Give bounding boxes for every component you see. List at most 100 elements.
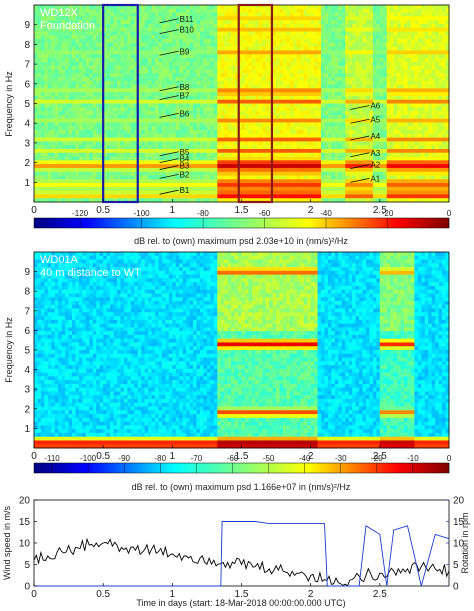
spectrogram-cell xyxy=(54,190,59,195)
spectrogram-cell xyxy=(61,73,66,78)
spectrogram-cell xyxy=(165,133,170,138)
spectrogram-cell xyxy=(341,111,346,116)
spectrogram-cell xyxy=(148,12,152,17)
spectrogram-cell xyxy=(113,80,118,85)
spectrogram-cell xyxy=(89,35,94,40)
spectrogram-cell xyxy=(227,133,232,138)
spectrogram-cell xyxy=(161,126,166,131)
spectrogram-cell xyxy=(303,23,308,29)
spectrogram-cell xyxy=(37,145,42,150)
spectrogram-cell xyxy=(144,183,149,188)
spectrogram-cell xyxy=(168,137,173,142)
spectrogram-cell xyxy=(303,183,308,188)
spectrogram-cell xyxy=(303,50,308,55)
spectrogram-cell xyxy=(251,130,256,135)
spectrogram-cell xyxy=(234,39,239,44)
spectrogram-cell xyxy=(103,111,108,116)
spectrogram-cell xyxy=(217,160,222,165)
spectrogram-cell xyxy=(321,137,325,142)
spectrogram-cell xyxy=(65,198,69,203)
spectrogram-cell xyxy=(196,5,201,10)
spectrogram-cell xyxy=(92,5,97,10)
spectrogram-cell xyxy=(338,16,343,21)
spectrogram-cell xyxy=(58,88,63,93)
spectrogram-cell xyxy=(134,152,139,157)
spectrogram-cell xyxy=(341,103,346,108)
spectrogram-cell xyxy=(96,179,101,184)
spectrogram-cell xyxy=(293,171,298,176)
spectrogram-cell xyxy=(262,27,267,32)
spectrogram-cell xyxy=(310,183,315,188)
spectrogram-cell xyxy=(203,54,208,59)
spectrogram-cell xyxy=(58,126,63,131)
spectrogram-cell xyxy=(224,190,229,195)
spectrogram-cell xyxy=(40,194,45,199)
spectrogram-cell xyxy=(186,107,191,112)
spectrogram-cell xyxy=(117,54,121,59)
spectrogram-cell xyxy=(99,118,104,123)
spectrogram-cell xyxy=(220,156,225,161)
spectrogram-cell xyxy=(300,137,305,142)
spectrogram-cell xyxy=(186,137,191,142)
spectrogram-cell xyxy=(89,171,94,176)
spectrogram-cell xyxy=(99,130,104,135)
spectrogram-cell xyxy=(293,8,298,13)
spectrogram-cell xyxy=(89,46,94,51)
spectrogram-cell xyxy=(317,160,322,165)
spectrogram-cell xyxy=(44,126,49,131)
spectrogram-cell xyxy=(37,114,42,120)
spectrogram-cell xyxy=(44,5,49,10)
spectrogram-cell xyxy=(182,160,187,165)
spectrogram-cell xyxy=(155,152,159,157)
spectrogram-cell xyxy=(54,95,59,101)
spectrogram-cell xyxy=(113,76,118,82)
spectrogram-cell xyxy=(289,58,294,63)
spectrogram-cell xyxy=(307,167,312,173)
spectrogram-cell xyxy=(113,73,118,78)
spectrogram-cell xyxy=(82,31,87,36)
spectrogram-cell xyxy=(234,126,239,131)
spectrogram-cell xyxy=(130,141,135,146)
spectrogram-cell xyxy=(75,148,80,154)
spectrogram-cell xyxy=(65,167,69,173)
spectrogram-cell xyxy=(158,46,163,51)
spectrogram-cell xyxy=(103,5,108,10)
spectrogram-cell xyxy=(352,190,357,195)
spectrogram-cell xyxy=(348,23,353,29)
spectrogram-cell xyxy=(34,42,38,48)
spectrogram-cell xyxy=(200,35,204,40)
spectrogram-cell xyxy=(206,65,211,70)
spectrogram-cell xyxy=(310,190,315,195)
spectrogram-cell xyxy=(359,107,363,112)
spectrogram-cell xyxy=(338,95,343,101)
spectrogram-cell xyxy=(276,5,280,10)
spectrogram-cell xyxy=(258,61,263,67)
spectrogram-cell xyxy=(279,50,284,55)
spectrogram-cell xyxy=(341,58,346,63)
spectrogram-cell xyxy=(96,99,101,104)
spectrogram-cell xyxy=(137,58,142,63)
spectrogram-cell xyxy=(224,46,229,51)
spectrogram-cell xyxy=(348,99,353,104)
spectrogram-cell xyxy=(65,50,69,55)
spectrogram-cell xyxy=(161,160,166,165)
spectrogram-cell xyxy=(92,145,97,150)
spectrogram-cell xyxy=(317,5,322,10)
spectrogram-cell xyxy=(186,179,191,184)
spectrogram-cell xyxy=(65,84,69,89)
spectrogram-cell xyxy=(238,12,242,17)
spectrogram-cell xyxy=(314,171,318,176)
spectrogram-cell xyxy=(293,152,298,157)
spectrogram-cell xyxy=(127,190,132,195)
spectrogram-cell xyxy=(355,42,360,48)
spectrogram-cell xyxy=(262,179,267,184)
spectrogram-cell xyxy=(82,99,87,104)
spectrogram-cell xyxy=(359,133,363,138)
spectrogram-cell xyxy=(182,171,187,176)
spectrogram-cell xyxy=(348,95,353,101)
spectrogram-cell xyxy=(127,65,132,70)
spectrogram-cell xyxy=(303,152,308,157)
spectrogram-cell xyxy=(272,80,277,85)
spectrogram-cell xyxy=(82,183,87,188)
spectrogram-cell xyxy=(321,88,325,93)
